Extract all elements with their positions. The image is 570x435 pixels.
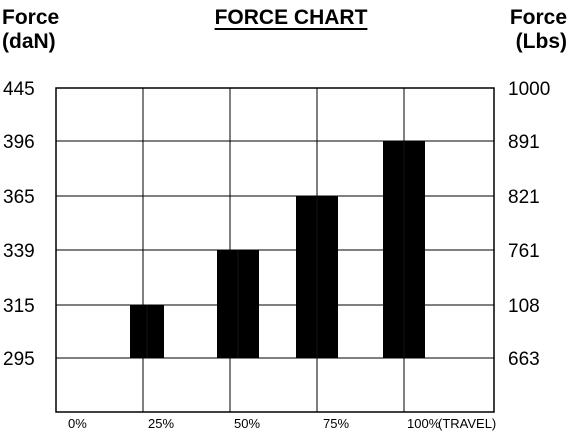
left-tick-label: 396: [3, 132, 35, 153]
left-tick-label: 295: [3, 349, 35, 370]
left-tick-label: 445: [3, 79, 35, 100]
left-tick-label: 315: [3, 296, 35, 317]
left-axis-title: Force: [2, 6, 60, 29]
chart-title: FORCE CHART: [214, 6, 368, 29]
left-tick-label: 365: [3, 187, 35, 208]
right-tick-label: 761: [508, 241, 540, 262]
right-axis-title: Force: [509, 6, 567, 29]
right-tick-label: 1000: [508, 79, 550, 100]
x-tick-label: 50%: [234, 416, 260, 431]
right-axis-unit: (Lbs): [515, 30, 567, 53]
left-axis-unit: (daN): [2, 30, 56, 53]
right-tick-label: 663: [508, 349, 540, 370]
right-axis-header: Force (Lbs): [510, 6, 567, 54]
left-tick-label: 339: [3, 241, 35, 262]
right-tick-label: 891: [508, 132, 540, 153]
x-tick-label: 75%: [323, 416, 349, 431]
x-tick-label: 0%: [68, 416, 87, 431]
x-axis-suffix: (TRAVEL): [438, 416, 496, 431]
left-axis-header: Force (daN): [2, 6, 59, 54]
x-tick-label: 25%: [148, 416, 174, 431]
x-tick-label: 100%: [407, 416, 441, 431]
right-tick-label: 108: [508, 296, 540, 317]
right-tick-label: 821: [508, 187, 540, 208]
